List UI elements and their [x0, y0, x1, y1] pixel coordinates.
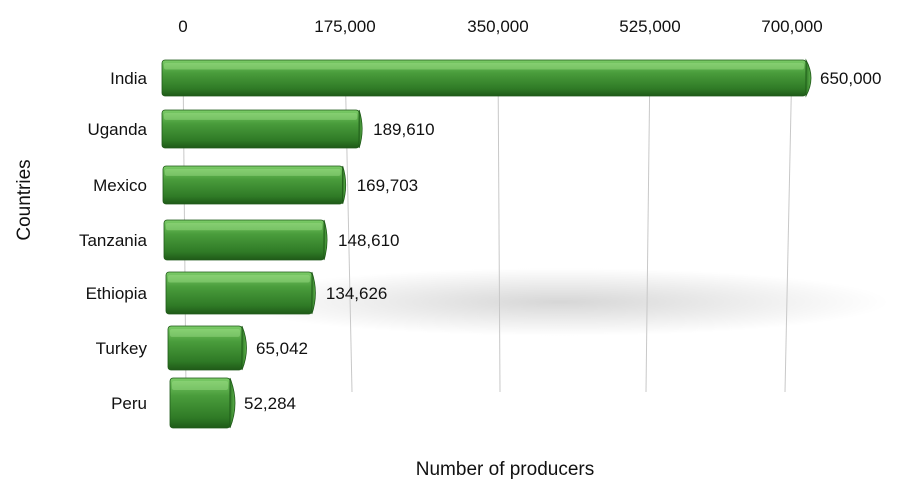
floor-shadow — [230, 268, 890, 336]
labels: 0 175,000 350,000 525,000 700,000 India 650,00… — [79, 17, 882, 413]
category-label: Uganda — [87, 120, 147, 139]
x-tick-label: 525,000 — [619, 17, 680, 36]
category-label: Turkey — [96, 339, 148, 358]
bar-highlight — [166, 223, 323, 231]
y-axis-title: Countries — [14, 159, 35, 240]
data-label: 169,703 — [357, 176, 418, 195]
bar-cap — [358, 109, 363, 149]
x-tick-label: 350,000 — [467, 17, 528, 36]
bar-cap — [229, 377, 236, 429]
bar-cap — [805, 58, 812, 98]
x-tick-label: 0 — [178, 17, 187, 36]
bar-cap — [241, 325, 247, 371]
category-label: India — [110, 69, 147, 88]
bar-highlight — [164, 113, 358, 120]
x-tick-label: 700,000 — [761, 17, 822, 36]
x-axis-title: Number of producers — [416, 459, 594, 480]
category-label: Tanzania — [79, 231, 148, 250]
x-tick-label: 175,000 — [314, 17, 375, 36]
bar-highlight — [170, 329, 240, 337]
bar-highlight — [168, 275, 310, 283]
data-label: 189,610 — [373, 120, 434, 139]
gridline — [784, 59, 793, 393]
data-label: 52,284 — [244, 394, 296, 413]
bar-cap — [342, 165, 347, 205]
bars — [161, 58, 812, 429]
category-label: Peru — [111, 394, 147, 413]
bar-highlight — [172, 381, 228, 390]
bar-cap — [311, 271, 316, 315]
data-label: 650,000 — [820, 69, 881, 88]
gridline — [645, 59, 651, 393]
bar-highlight — [164, 63, 804, 70]
data-label: 65,042 — [256, 339, 308, 358]
data-label: 148,610 — [338, 231, 399, 250]
data-label: 134,626 — [326, 284, 387, 303]
category-label: Mexico — [93, 176, 147, 195]
bar-cap — [323, 219, 328, 261]
category-label: Ethiopia — [86, 284, 148, 303]
gridline — [497, 59, 501, 393]
bar-highlight — [165, 169, 341, 176]
